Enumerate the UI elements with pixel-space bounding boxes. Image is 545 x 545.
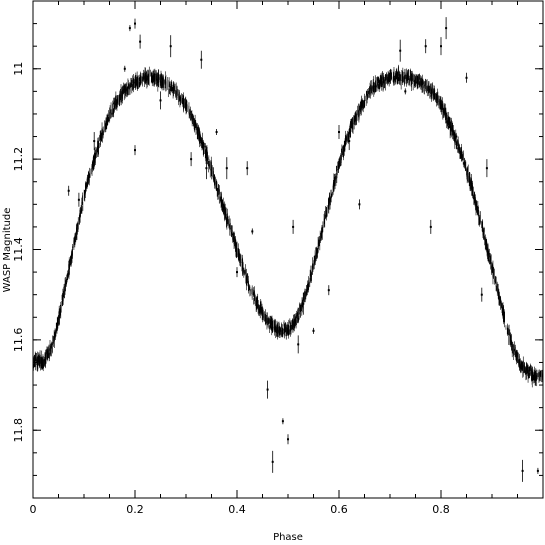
outlier-point [429, 225, 432, 228]
outlier-point [200, 58, 203, 61]
outlier-point [67, 189, 70, 192]
x-tick-label: 0.2 [126, 503, 144, 516]
x-axis-label: Phase [273, 532, 303, 543]
light-curve-points [32, 64, 544, 388]
y-axis-label: WASP Magnitude [2, 208, 13, 293]
outlier-point [205, 167, 208, 170]
x-tick-label: 0 [30, 503, 37, 516]
outlier-point [424, 45, 427, 48]
x-tick-label: 0.4 [228, 503, 246, 516]
outlier-point [292, 225, 295, 228]
outlier-point [128, 27, 131, 30]
outlier-point [190, 158, 193, 161]
outlier-point [455, 135, 458, 138]
outlier-point [93, 140, 96, 143]
y-tick-label: 11.2 [12, 147, 25, 172]
outlier-point [271, 460, 274, 463]
y-tick-label: 11.6 [12, 328, 25, 353]
outlier-point [266, 388, 269, 391]
outlier-point [465, 76, 468, 79]
outlier-point [215, 131, 218, 134]
axis-ticks: 0 0.2 0.4 0.6 0.8 11 11.2 11.4 11.6 11.8 [12, 1, 543, 516]
outlier-point [159, 99, 162, 102]
outlier-point [521, 469, 524, 472]
outlier-point [287, 438, 289, 441]
outlier-point [445, 27, 448, 30]
outlier-point [399, 49, 402, 52]
outlier-point [169, 45, 172, 48]
outlier-point [77, 198, 80, 201]
outlier-point [327, 289, 330, 292]
outlier-point [123, 67, 126, 70]
outlier-point [134, 149, 136, 152]
outlier-point [297, 343, 300, 346]
outlier-point [414, 81, 417, 84]
outlier-point [358, 203, 361, 206]
outlier-point [225, 167, 228, 170]
outlier-point [139, 40, 142, 43]
outlier-point [251, 230, 254, 233]
outlier-point [348, 140, 351, 143]
outlier-points [67, 17, 539, 482]
outlier-point [338, 131, 340, 134]
x-tick-label: 0.8 [432, 503, 450, 516]
y-tick-label: 11.4 [12, 237, 25, 262]
outlier-point [480, 293, 483, 296]
y-tick-label: 11 [12, 62, 25, 76]
outlier-point [281, 420, 284, 423]
outlier-point [485, 167, 488, 170]
outlier-point [302, 302, 305, 305]
outlier-point [440, 45, 442, 48]
outlier-point [312, 329, 315, 332]
outlier-point [134, 22, 136, 25]
y-tick-label: 11.8 [12, 418, 25, 443]
outlier-point [246, 167, 249, 170]
outlier-point [536, 469, 539, 472]
x-tick-label: 0.6 [330, 503, 348, 516]
outlier-point [404, 90, 407, 93]
outlier-point [236, 271, 238, 274]
